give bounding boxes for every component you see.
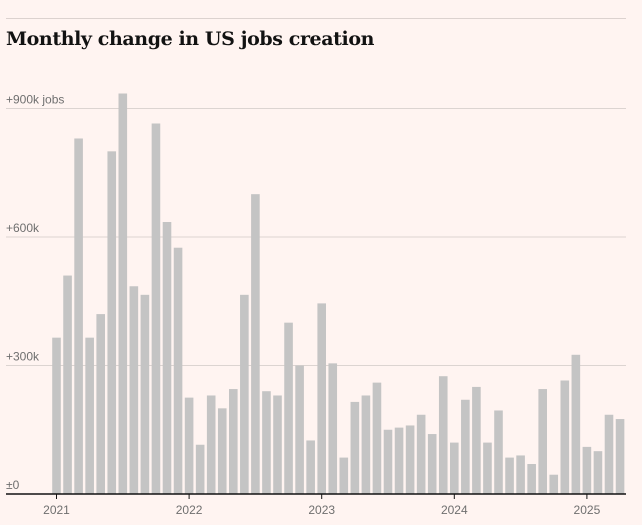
bar [195, 444, 205, 494]
bar [405, 425, 415, 494]
bar [229, 389, 238, 494]
x-tick-label: 2024 [441, 503, 468, 517]
bar [151, 123, 161, 494]
bar [372, 382, 382, 494]
bar [317, 303, 326, 494]
bar [85, 337, 94, 494]
bar [350, 401, 360, 494]
bar [129, 286, 139, 494]
bar [140, 294, 150, 494]
bar [262, 391, 271, 494]
top-divider [6, 18, 626, 19]
bar [604, 414, 614, 494]
bar [96, 314, 105, 494]
bar [63, 275, 72, 494]
bar [162, 222, 172, 494]
y-tick-label: +900k jobs [6, 93, 64, 107]
bar [527, 464, 536, 494]
bar [582, 446, 592, 494]
bar [251, 194, 260, 494]
bar [295, 365, 304, 494]
bar [472, 386, 481, 494]
bar [74, 138, 83, 494]
bar [538, 389, 547, 494]
bar [549, 474, 559, 494]
bar [615, 419, 625, 494]
x-tick-label: 2025 [574, 503, 601, 517]
bar [361, 395, 371, 494]
bar [206, 395, 216, 494]
x-tick-label: 2023 [308, 503, 335, 517]
x-tick-label: 2021 [43, 503, 70, 517]
bar [118, 93, 128, 494]
y-tick-label: +600k [6, 221, 40, 235]
y-tick-label: +300k [6, 350, 40, 364]
bar [394, 427, 404, 494]
bar [505, 457, 514, 494]
x-tick-label: 2022 [176, 503, 203, 517]
bar [284, 322, 293, 494]
bar [306, 440, 315, 494]
x-tick-labels: 2021 2022 2023 2024 2025 [43, 494, 601, 517]
bar [107, 151, 117, 495]
bar [52, 337, 61, 494]
bar [450, 442, 459, 494]
bar [173, 247, 183, 494]
bar [184, 397, 194, 494]
bar [593, 451, 603, 494]
bar [461, 399, 470, 494]
bar [328, 363, 338, 494]
chart-title: Monthly change in US jobs creation [6, 28, 375, 50]
bar [273, 395, 282, 494]
y-tick-label: ±0 [6, 478, 20, 492]
bar [217, 408, 227, 494]
bar [416, 414, 426, 494]
bars [52, 93, 625, 495]
bar [339, 457, 349, 494]
bar [383, 429, 393, 494]
bar [483, 442, 492, 494]
bar [427, 434, 437, 494]
y-tick-labels: ±0 +300k +600k +900k jobs [6, 93, 64, 493]
bar [571, 354, 581, 494]
bar [494, 410, 503, 494]
bar [516, 455, 525, 494]
bar [240, 294, 249, 494]
bar [438, 376, 448, 494]
bar [560, 380, 570, 494]
